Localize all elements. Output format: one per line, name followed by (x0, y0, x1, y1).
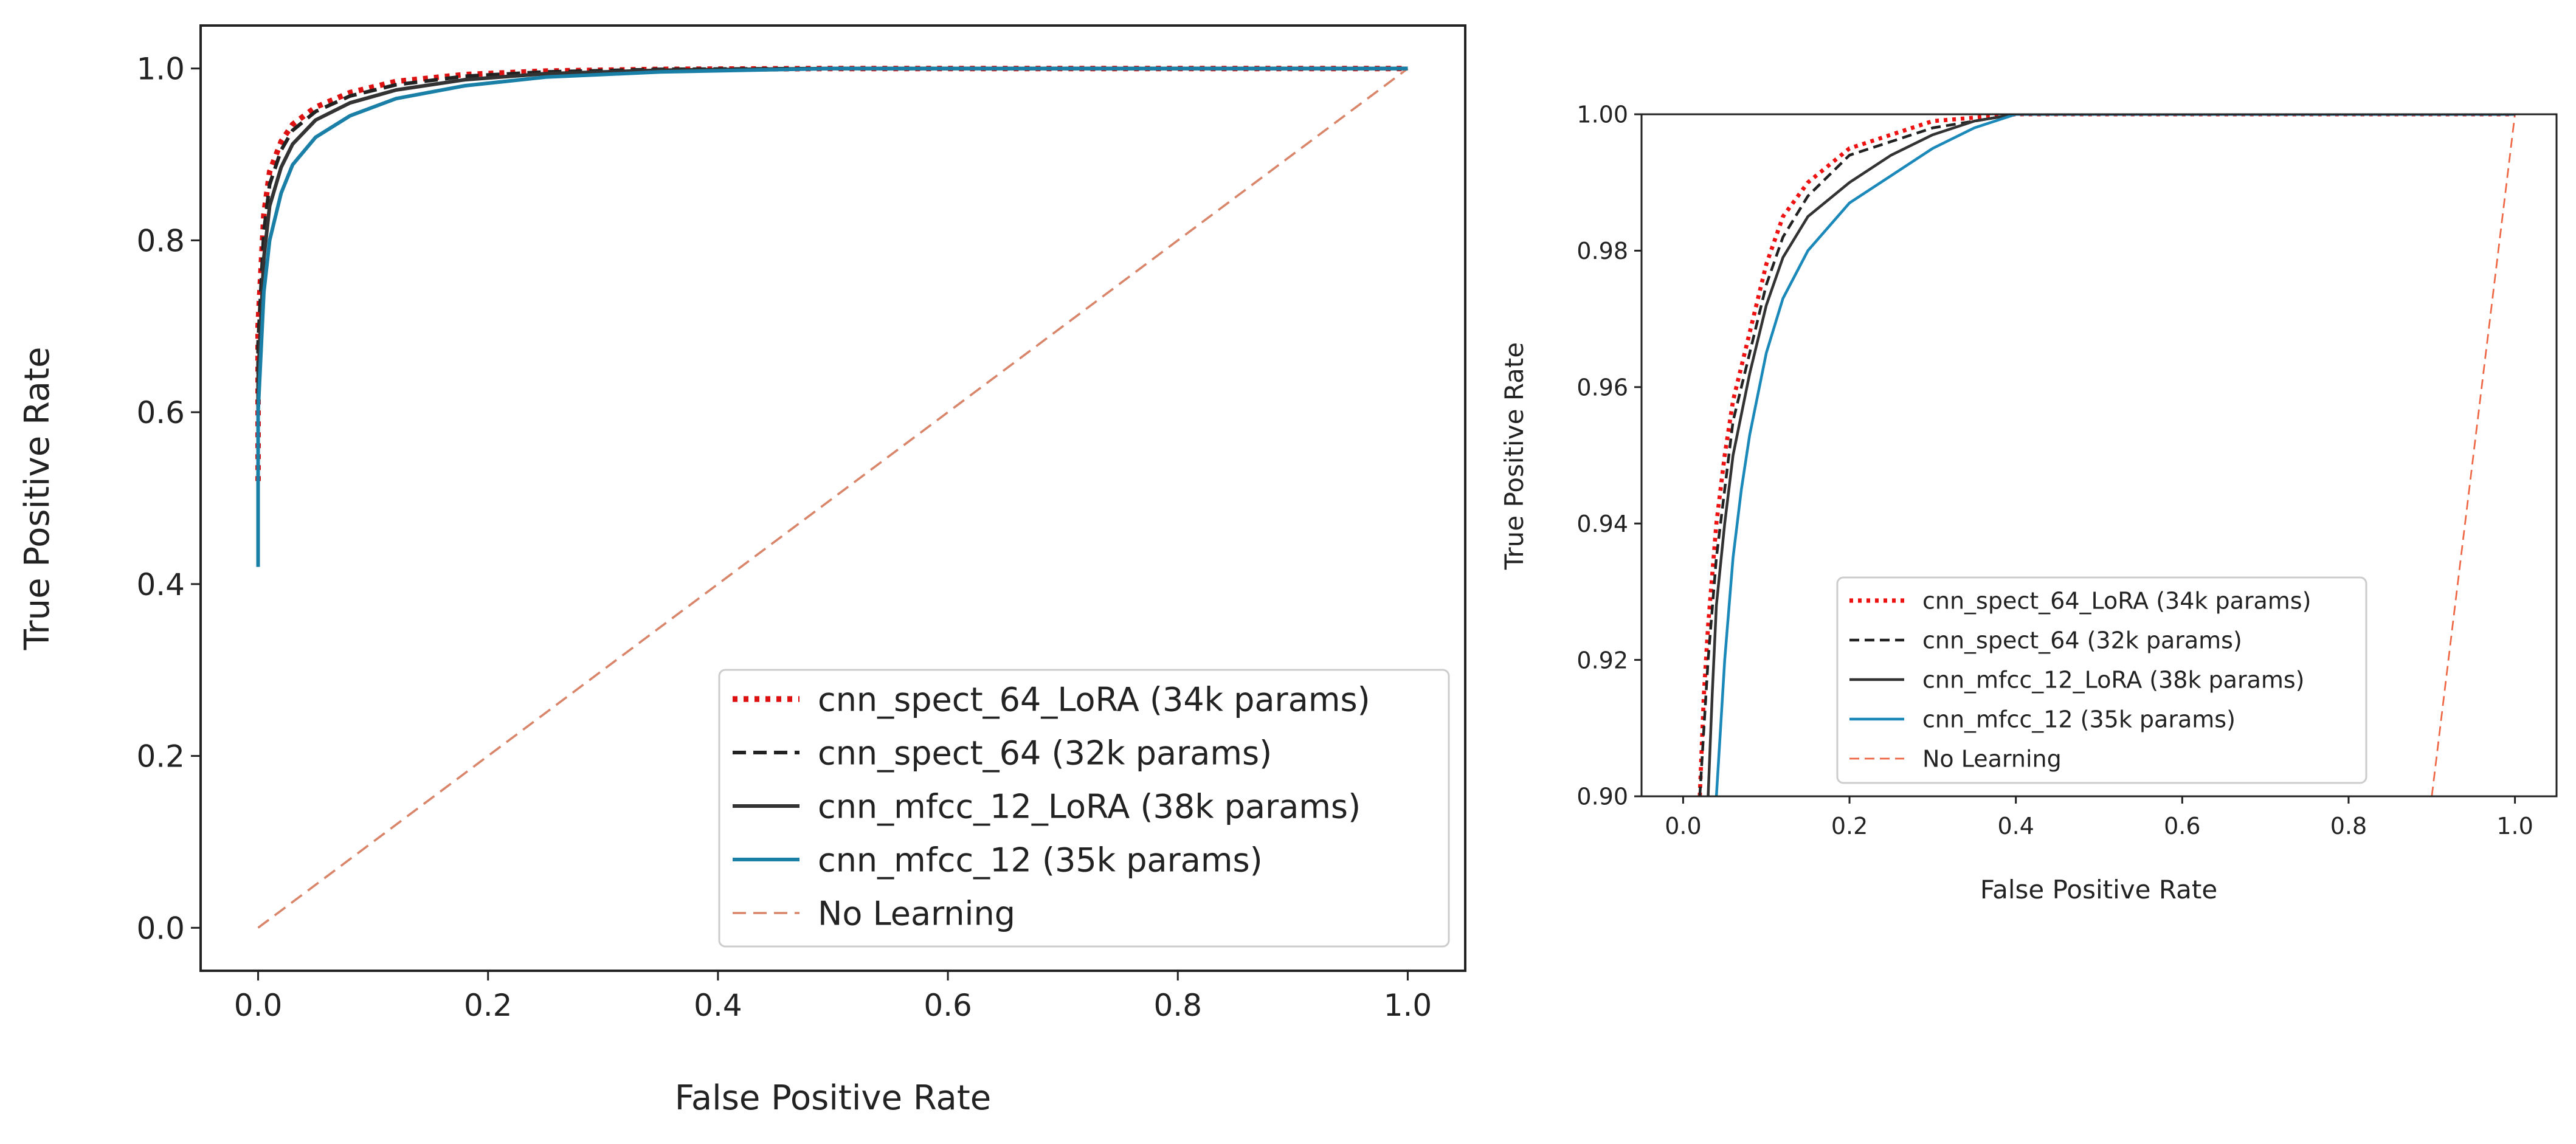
x-tick-label: 0.8 (1154, 988, 1203, 1023)
x-tick-label: 0.2 (1831, 813, 1868, 839)
y-tick-label: 0.90 (1576, 784, 1628, 810)
series-line-no-learning (2431, 114, 2516, 796)
y-tick-label: 0.96 (1576, 374, 1628, 401)
y-tick-label: 0.6 (136, 395, 185, 430)
y-tick-label: 0.98 (1576, 238, 1628, 264)
tick-layer: 0.0 0.2 0.4 0.6 0.8 1.0 0.90 0.92 0.94 0.96 0.98 1.… (1576, 102, 2533, 839)
plot-frame (199, 24, 1466, 972)
x-tick-label: 0.6 (924, 988, 972, 1023)
legend-label: cnn_mfcc_12 (35k params) (818, 841, 1263, 879)
series-line-cnn-spect-64-lora-34k-params (255, 66, 1408, 481)
y-axis-label: True Positive Rate (18, 347, 57, 651)
x-tick-label: 1.0 (1384, 988, 1432, 1023)
y-tick-label: 1.0 (136, 52, 185, 87)
series-line-cnn-mfcc-12-35k-params (256, 66, 1408, 567)
legend-label: No Learning (818, 894, 1015, 932)
y-tick-label: 0.94 (1576, 511, 1628, 537)
x-tick-label: 0.4 (694, 988, 742, 1023)
series-line-cnn-mfcc-12-lora-38k-params (256, 66, 1408, 532)
legend-label: cnn_spect_64 (32k params) (1922, 627, 2242, 654)
y-tick-label: 0.0 (136, 911, 185, 946)
legend-box (1836, 576, 2367, 784)
x-tick-label: 0.0 (1665, 813, 1701, 839)
y-tick-label: 0.4 (136, 567, 185, 602)
y-tick-label: 0.8 (136, 223, 185, 258)
series-line-cnn-spect-64-32k-params (256, 66, 1408, 498)
series-line-cnn-mfcc-12-lora-38k-params (1707, 114, 2515, 796)
x-axis-label: False Positive Rate (1980, 875, 2217, 905)
legend: cnn_spect_64_LoRA (34k params) cnn_spect_… (718, 669, 1450, 948)
legend: cnn_spect_64_LoRA (34k params) cnn_spect_… (1836, 576, 2367, 784)
x-axis-label: False Positive Rate (675, 1078, 991, 1118)
y-tick-label: 1.00 (1576, 102, 1628, 128)
legend-label: cnn_spect_64 (32k params) (818, 734, 1272, 772)
legend-label: cnn_spect_64_LoRA (34k params) (818, 680, 1370, 718)
legend-label: cnn_mfcc_12 (35k params) (1922, 706, 2236, 733)
series-line-no-learning (257, 67, 1409, 929)
roc-chart-main: 0.0 0.2 0.4 0.6 0.8 1.0 0.0 0.2 0.4 0.6 0.8 1.0 Fal… (18, 24, 1466, 1118)
x-tick-label: 1.0 (2496, 813, 2533, 839)
series-layer (1697, 114, 2516, 796)
tick-layer: 0.0 0.2 0.4 0.6 0.8 1.0 0.0 0.2 0.4 0.6 0.8 1.0 (136, 52, 1432, 1023)
plot-frame (1640, 113, 2558, 798)
x-tick-label: 0.2 (464, 988, 513, 1023)
y-axis-label: True Positive Rate (1499, 342, 1529, 570)
y-tick-label: 0.92 (1576, 647, 1628, 674)
x-tick-label: 0.4 (1997, 813, 2034, 839)
series-line-cnn-mfcc-12-35k-params (1714, 114, 2515, 796)
series-line-cnn-spect-64-lora-34k-params (1697, 114, 2515, 796)
x-tick-label: 0.0 (234, 988, 283, 1023)
legend-label: cnn_mfcc_12_LoRA (38k params) (818, 787, 1361, 825)
x-tick-label: 0.6 (2164, 813, 2200, 839)
legend-label: cnn_mfcc_12_LoRA (38k params) (1922, 667, 2305, 694)
legend-label: cnn_spect_64_LoRA (34k params) (1922, 588, 2311, 615)
legend-label: No Learning (1922, 746, 2062, 773)
roc-chart-zoom: 0.0 0.2 0.4 0.6 0.8 1.0 0.90 0.92 0.94 0.96 0.98 1.… (1499, 102, 2558, 905)
series-layer (255, 66, 1409, 929)
legend-box (718, 669, 1450, 948)
y-tick-label: 0.2 (136, 739, 185, 774)
x-tick-label: 0.8 (2330, 813, 2367, 839)
series-line-cnn-spect-64-32k-params (1698, 114, 2515, 796)
